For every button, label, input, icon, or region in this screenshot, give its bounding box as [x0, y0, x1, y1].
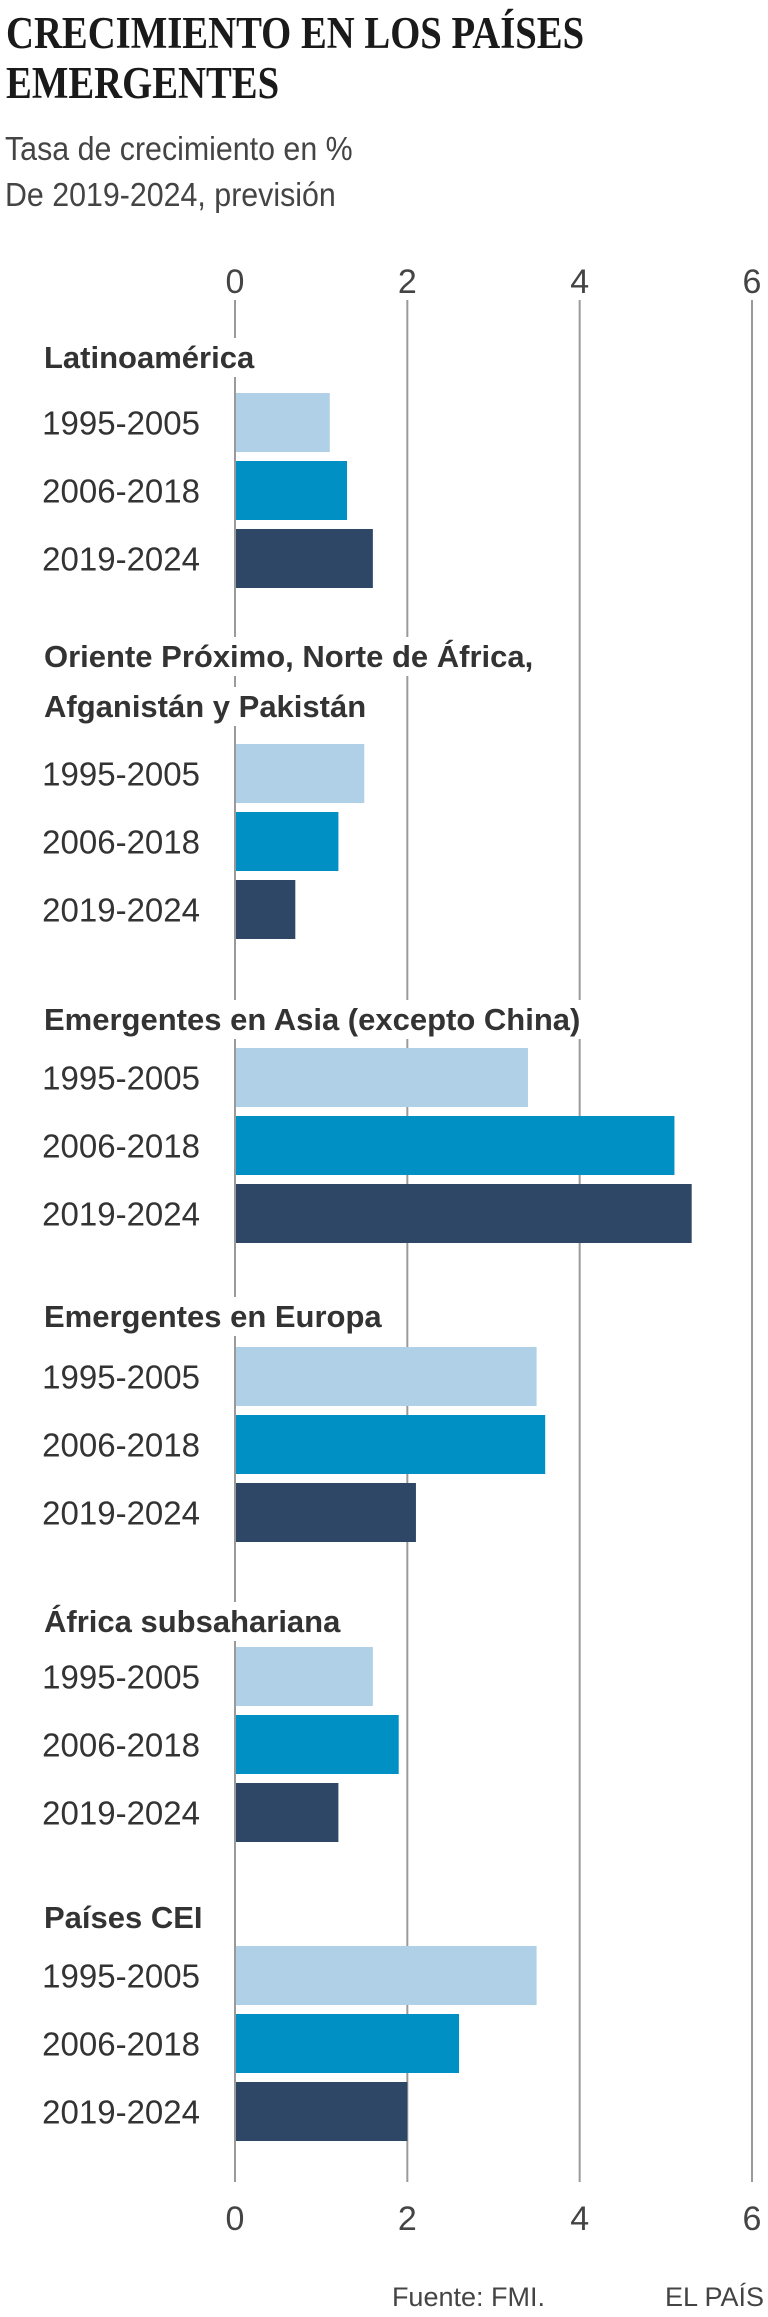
group-label-background	[40, 687, 371, 726]
x-tick-label-top: 2	[398, 263, 417, 301]
bar	[236, 529, 373, 588]
subtitle-line-1: Tasa de crecimiento en %	[5, 130, 353, 167]
group-label: Oriente Próximo, Norte de África,	[44, 639, 533, 674]
labels: Latinoamérica 1995-2005 2006-2018 2019-2024…	[42, 340, 580, 2131]
axis-ticks: 0 0 2 2 4 4 6 6	[226, 263, 762, 2238]
bar	[236, 1715, 399, 1774]
subtitle-line-2: De 2019-2024, previsión	[5, 176, 336, 213]
category-label: 1995-2005	[42, 756, 200, 793]
bar	[236, 744, 365, 803]
group-label-background	[40, 1297, 387, 1336]
bar	[236, 1783, 339, 1842]
title-line-1: CRECIMIENTO EN LOS PAÍSES	[6, 8, 585, 58]
bar	[236, 812, 339, 871]
group-label-background	[40, 1898, 207, 1937]
category-label: 2019-2024	[42, 892, 200, 929]
group-label-background	[40, 338, 259, 377]
group-label-background	[40, 1000, 585, 1039]
bars	[236, 393, 692, 2141]
category-label: 1995-2005	[42, 405, 200, 442]
x-tick-label-top: 0	[226, 263, 245, 301]
x-tick-label-bottom: 4	[570, 2200, 589, 2238]
bar	[236, 1347, 537, 1406]
bar	[236, 880, 296, 939]
chart-subtitle: Tasa de crecimiento en % De 2019-2024, p…	[5, 126, 353, 218]
group-label: África subsahariana	[44, 1604, 341, 1639]
category-label: 2006-2018	[42, 473, 200, 510]
group-label-background	[40, 637, 538, 676]
category-label: 2006-2018	[42, 1128, 200, 1165]
x-tick-label-bottom: 2	[398, 2200, 417, 2238]
bar	[236, 1483, 416, 1542]
bar	[236, 1116, 675, 1175]
group-label: Latinoamérica	[44, 340, 255, 375]
bar	[236, 1184, 692, 1243]
category-label: 1995-2005	[42, 1958, 200, 1995]
category-label: 2006-2018	[42, 824, 200, 861]
brand-logo: EL PAÍS	[665, 2282, 764, 2312]
group-label-background	[40, 1602, 346, 1641]
bar	[236, 461, 348, 520]
bar	[236, 2082, 408, 2141]
x-tick-label-bottom: 6	[743, 2200, 762, 2238]
category-label: 2019-2024	[42, 1795, 200, 1832]
group-label: Afganistán y Pakistán	[44, 689, 366, 724]
x-tick-label-bottom: 0	[226, 2200, 245, 2238]
x-tick-label-top: 4	[570, 263, 589, 301]
category-label: 1995-2005	[42, 1060, 200, 1097]
category-label: 2019-2024	[42, 1196, 200, 1233]
category-label: 1995-2005	[42, 1659, 200, 1696]
group-label: Emergentes en Asia (excepto China)	[44, 1002, 580, 1037]
x-tick-label-top: 6	[743, 263, 762, 301]
category-label: 1995-2005	[42, 1359, 200, 1396]
category-label: 2006-2018	[42, 1427, 200, 1464]
bar	[236, 1647, 373, 1706]
category-label: 2006-2018	[42, 2026, 200, 2063]
chart-title: CRECIMIENTO EN LOS PAÍSES EMERGENTES	[6, 8, 660, 108]
bar	[236, 2014, 460, 2073]
source-note: Fuente: FMI.	[392, 2282, 545, 2312]
category-label: 2019-2024	[42, 1495, 200, 1532]
group-label: Emergentes en Europa	[44, 1299, 382, 1334]
category-label: 2006-2018	[42, 1727, 200, 1764]
bar	[236, 1946, 537, 2005]
title-line-2: EMERGENTES	[6, 58, 280, 108]
bar	[236, 1415, 546, 1474]
category-label: 2019-2024	[42, 541, 200, 578]
category-label: 2019-2024	[42, 2094, 200, 2131]
bar	[236, 1048, 528, 1107]
group-label: Países CEI	[44, 1900, 203, 1935]
bar	[236, 393, 330, 452]
